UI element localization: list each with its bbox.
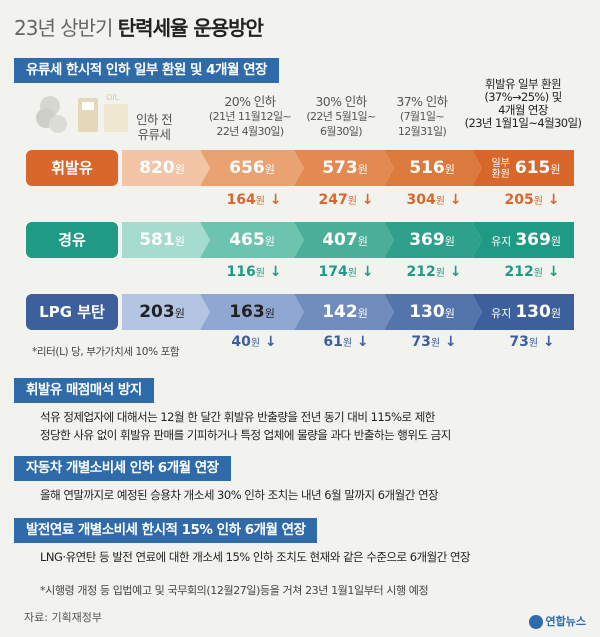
- value-diesel-4: 유지 369원: [491, 230, 561, 250]
- row-label-gasoline: 휘발유: [26, 150, 118, 186]
- oil-station-illustration: OIL: [36, 93, 128, 133]
- row-label-diesel: 경유: [26, 222, 118, 258]
- section2-line1: 석유 정제업자에 대해서는 12월 한 달간 휘발유 반출량을 전년 동기 대비…: [40, 410, 435, 424]
- yonhap-logo: 연합뉴스: [528, 613, 586, 629]
- col-head-0: 인하 전 유류세: [135, 112, 173, 142]
- value-lpg-1: 163원: [229, 302, 275, 322]
- source-text: 자료: 기획재정부: [24, 611, 103, 624]
- value-gasoline-4: 일부 환원 615원: [491, 157, 561, 180]
- value-lpg-3: 130원: [409, 302, 455, 322]
- diff-gasoline-3: 304원 ↓: [406, 192, 462, 208]
- page-title: 23년 상반기 탄력세율 운용방안: [14, 12, 264, 41]
- col-head-3: 37% 인하 (7월1일~ 12월31일): [396, 94, 448, 138]
- section2-heading: 휘발유 매점매석 방지: [14, 378, 154, 403]
- diff-diesel-2: 174원 ↓: [318, 264, 374, 280]
- value-lpg-4: 유지 130원: [491, 302, 561, 322]
- diff-gasoline-2: 247원 ↓: [318, 192, 374, 208]
- value-lpg-2: 142원: [322, 302, 368, 322]
- section2-line2: 정당한 사유 없이 휘발유 판매를 기피하거나 특정 업체에 물량을 과다 반출…: [40, 428, 451, 442]
- value-diesel-2: 407원: [322, 230, 368, 250]
- value-gasoline-2: 573원: [322, 158, 368, 178]
- row-bar-diesel: 581원 465원 407원 369원 유지 369원: [122, 222, 574, 258]
- section3-heading: 자동차 개별소비세 인하 6개월 연장: [14, 456, 231, 481]
- section1-heading: 유류세 한시적 인하 일부 환원 및 4개월 연장: [14, 58, 279, 83]
- diff-diesel-1: 116원 ↓: [226, 264, 282, 280]
- row-label-lpg: LPG 부탄: [26, 294, 118, 330]
- oil-label: OIL: [106, 93, 120, 102]
- value-diesel-3: 369원: [409, 230, 455, 250]
- diff-diesel-4: 212원 ↓: [504, 264, 560, 280]
- diff-lpg-2: 61원 ↓: [323, 334, 369, 350]
- diff-lpg-3: 73원 ↓: [411, 334, 457, 350]
- value-gasoline-0: 820원: [139, 158, 185, 178]
- section2-body: 석유 정제업자에 대해서는 12월 한 달간 휘발유 반출량을 전년 동기 대비…: [40, 408, 451, 444]
- value-gasoline-1: 656원: [229, 158, 275, 178]
- col-head-2: 30% 인하 (22년 5월1일~ 6월30일): [306, 94, 376, 138]
- diff-gasoline-4: 205원 ↓: [504, 192, 560, 208]
- value-diesel-1: 465원: [229, 230, 275, 250]
- title-period: 23년 상반기: [14, 16, 113, 40]
- value-diesel-0: 581원: [139, 230, 185, 250]
- section3-body: 올해 연말까지로 예정된 승용차 개소세 30% 인하 조치는 내년 6월 말까…: [40, 488, 439, 502]
- value-gasoline-3: 516원: [409, 158, 455, 178]
- col-head-4: 휘발유 일부 환원 (37%→25%) 및 4개월 연장 (23년 1월1일~4월30…: [464, 77, 582, 130]
- section4-note: *시행령 개정 등 입법예고 및 국무회의(12월27일)등을 거쳐 23년 1…: [40, 584, 429, 597]
- footnote: *리터(L) 당, 부가가치세 10% 포함: [32, 346, 180, 358]
- row-bar-gasoline: 820원 656원 573원 516원 일부 환원 615원: [122, 150, 574, 186]
- section4-heading: 발전연료 개별소비세 한시적 15% 인하 6개월 연장: [14, 518, 318, 543]
- diff-lpg-4: 73원 ↓: [509, 334, 555, 350]
- value-lpg-0: 203원: [139, 302, 185, 322]
- diff-gasoline-1: 164원 ↓: [226, 192, 282, 208]
- title-main: 탄력세율 운용방안: [117, 16, 264, 40]
- fuel-tax-panel: OIL 인하 전 유류세 20% 인하 (21년 11월12일~ 22년 4월30일)…: [14, 78, 586, 366]
- row-bar-lpg: 203원 163원 142원 130원 유지 130원: [122, 294, 574, 330]
- diff-diesel-3: 212원 ↓: [406, 264, 462, 280]
- diff-lpg-1: 40원 ↓: [231, 334, 277, 350]
- logo-mark-icon: [528, 615, 543, 629]
- col-head-1: 20% 인하 (21년 11월12일~ 22년 4월30일): [208, 94, 292, 138]
- section4-body: LNG·유연탄 등 발전 연료에 대한 개소세 15% 인하 조치도 현재와 같…: [40, 550, 471, 564]
